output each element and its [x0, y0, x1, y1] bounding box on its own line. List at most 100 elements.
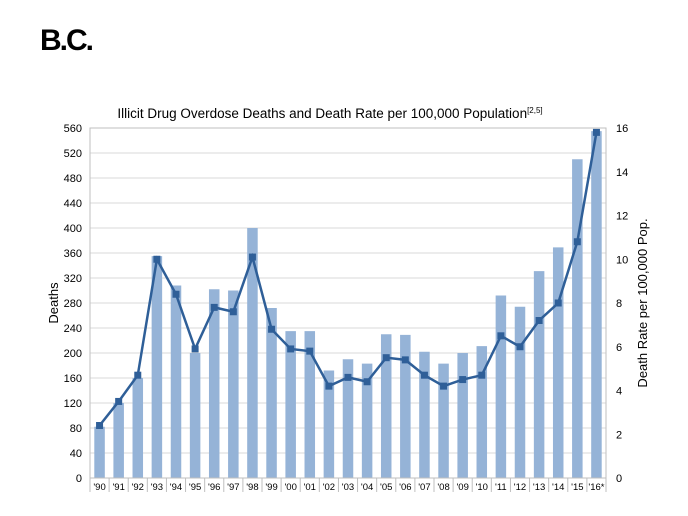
y-tick-label: 320 — [64, 273, 82, 285]
y-tick-label: 480 — [64, 173, 82, 185]
x-tick-label: '16* — [588, 482, 604, 493]
bar — [228, 290, 239, 478]
y-tick-label: 520 — [64, 148, 82, 160]
x-tick-label: '10 — [476, 482, 488, 493]
bar — [208, 289, 220, 478]
bar — [533, 271, 545, 478]
x-tick-label: '93 — [151, 482, 163, 493]
rate-point — [382, 354, 390, 362]
rate-point — [134, 371, 142, 379]
bar — [438, 363, 449, 478]
rate-point — [191, 345, 199, 353]
bar — [189, 353, 201, 478]
y2-tick-label: 2 — [616, 429, 622, 441]
bar — [476, 346, 488, 478]
y2-tick-label: 6 — [616, 342, 622, 354]
y-tick-label: 280 — [64, 298, 82, 310]
x-tick-label: '06 — [399, 482, 411, 493]
rate-point — [344, 373, 352, 381]
rate-point — [554, 299, 562, 307]
rate-point — [516, 343, 524, 351]
y-tick-label: 120 — [64, 398, 82, 410]
rate-point — [172, 290, 180, 298]
rate-point — [287, 345, 295, 353]
x-tick-label: '00 — [284, 482, 296, 493]
x-tick-label: '07 — [418, 482, 430, 493]
y-tick-label: 440 — [64, 198, 82, 210]
y2-tick-label: 4 — [616, 386, 622, 398]
rate-point — [96, 422, 104, 429]
rate-point — [268, 325, 276, 333]
bar — [361, 363, 373, 478]
rate-point — [363, 378, 371, 386]
x-tick-label: '15 — [571, 482, 583, 493]
bar — [342, 359, 354, 478]
rate-point — [478, 371, 486, 379]
x-tick-label: '95 — [189, 482, 201, 493]
x-tick-label: '13 — [533, 482, 545, 493]
bar — [495, 295, 507, 478]
x-tick-label: '90 — [93, 482, 105, 493]
rate-point — [459, 376, 467, 384]
rate-point — [210, 303, 218, 311]
bar — [457, 353, 468, 478]
y2-tick-label: 0 — [616, 473, 622, 485]
x-tick-label: '98 — [246, 482, 258, 493]
x-tick-label: '03 — [342, 482, 354, 493]
y-tick-label: 80 — [70, 423, 82, 435]
bar — [247, 228, 258, 478]
y2-axis-title: Death Rate per 100,000 Pop. — [635, 218, 650, 387]
x-tick-label: '14 — [552, 482, 564, 493]
rate-point — [420, 371, 428, 379]
rate-point — [229, 308, 237, 316]
chart-title-superscript: [2,5] — [527, 106, 543, 115]
bar — [552, 247, 564, 478]
y-axis-title: Deaths — [46, 282, 61, 324]
y2-tick-label: 12 — [616, 211, 628, 223]
x-tick-label: '05 — [380, 482, 392, 493]
bar — [170, 285, 182, 478]
x-tick-label: '92 — [132, 482, 144, 493]
rate-point — [115, 397, 123, 405]
axes: 0408012016020024028032036040044048052056… — [64, 123, 629, 493]
x-tick-label: '08 — [437, 482, 449, 493]
bar — [400, 334, 411, 478]
x-tick-label: '09 — [456, 482, 468, 493]
rate-point — [401, 356, 409, 364]
x-tick-label: '01 — [304, 482, 316, 493]
slide-title: B.C. — [40, 24, 94, 57]
plot-area-border — [89, 127, 607, 479]
y-tick-label: 400 — [64, 223, 82, 235]
rate-point — [306, 347, 314, 355]
rate-point — [573, 238, 581, 246]
bar — [285, 331, 296, 478]
rate-point — [592, 128, 600, 136]
x-tick-label: '96 — [208, 482, 220, 493]
bar-series — [94, 131, 602, 478]
y2-tick-label: 8 — [616, 298, 622, 310]
chart-title-text: Illicit Drug Overdose Deaths and Death R… — [117, 106, 527, 121]
chart-title: Illicit Drug Overdose Deaths and Death R… — [117, 106, 542, 121]
y-tick-label: 560 — [64, 123, 82, 135]
rate-point — [440, 382, 448, 390]
x-tick-label: '99 — [265, 482, 277, 493]
y-tick-label: 360 — [64, 248, 82, 260]
y-tick-label: 160 — [64, 373, 82, 385]
rate-point — [248, 253, 256, 261]
bar — [266, 308, 277, 478]
x-tick-label: '97 — [227, 482, 239, 493]
y2-tick-label: 10 — [616, 254, 628, 266]
y-tick-label: 40 — [70, 448, 82, 460]
bar — [514, 306, 526, 478]
x-tick-label: '94 — [170, 482, 182, 493]
y2-tick-label: 14 — [616, 167, 628, 179]
y-tick-label: 200 — [64, 348, 82, 360]
bar — [132, 378, 144, 478]
rate-point — [535, 317, 543, 324]
line-series — [96, 128, 600, 429]
bar — [323, 370, 335, 478]
bar — [591, 131, 602, 478]
y2-tick-label: 16 — [616, 123, 628, 135]
bar — [94, 426, 105, 478]
